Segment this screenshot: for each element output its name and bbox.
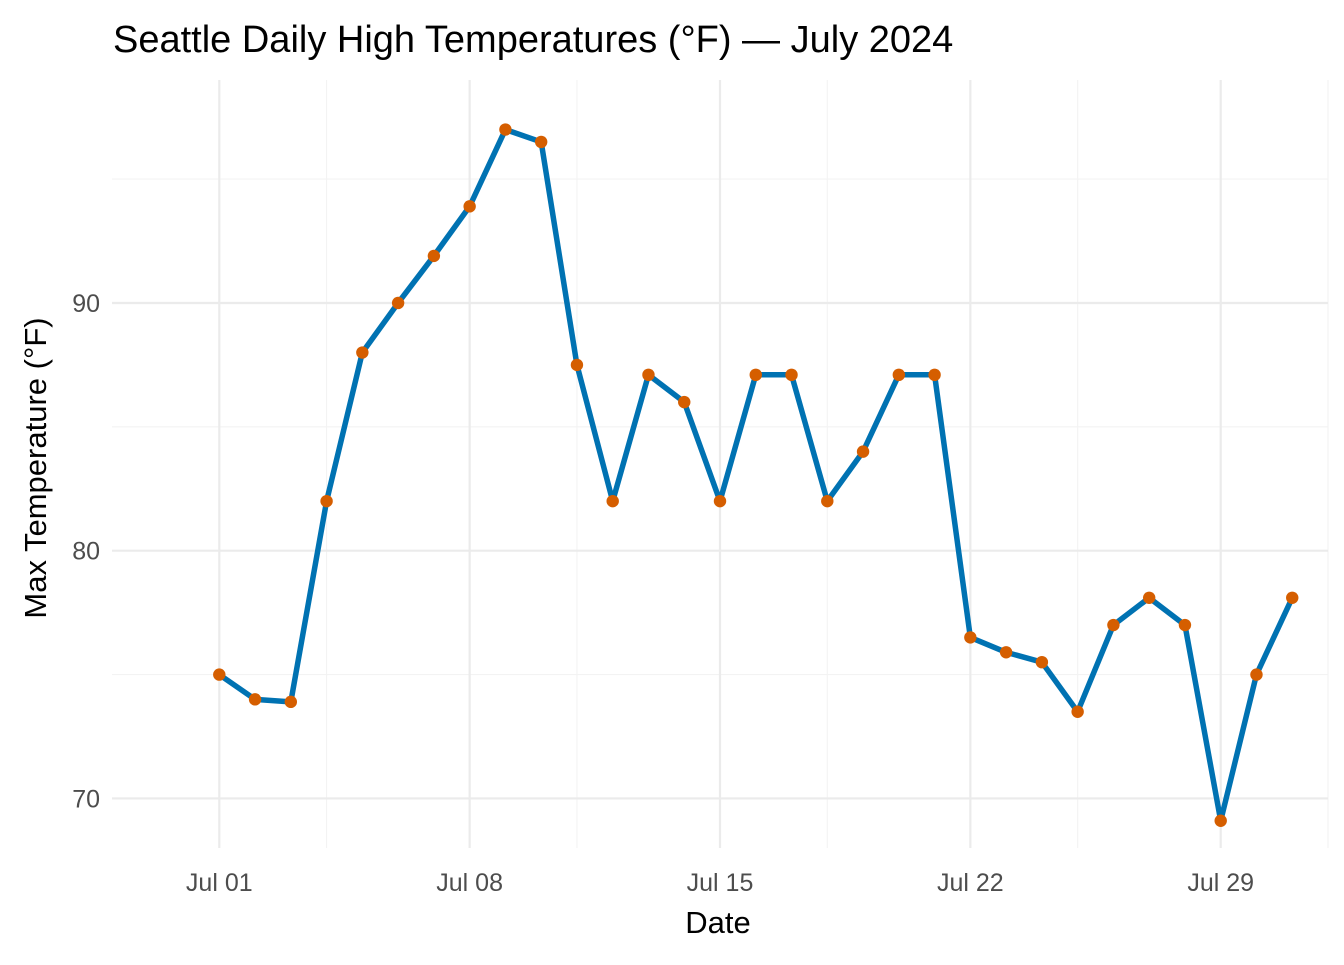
data-point: [1178, 618, 1192, 632]
y-tick-label: 90: [72, 290, 100, 318]
data-point: [570, 358, 584, 372]
x-tick-label: Jul 08: [436, 869, 503, 897]
data-point: [1107, 618, 1120, 632]
data-point: [356, 346, 369, 359]
chart-title: Seattle Daily High Temperatures (°F) — J…: [113, 19, 953, 61]
y-axis-title: Max Temperature (°F): [18, 317, 53, 618]
data-point: [821, 494, 834, 508]
points: [213, 123, 1299, 827]
data-point: [1214, 814, 1227, 827]
axes: 70 80 90 Jul 01 Jul 08 Jul 15 Jul 22 Jul 29: [72, 290, 1254, 897]
data-point: [678, 395, 691, 409]
data-point: [785, 368, 798, 382]
data-point: [964, 631, 977, 644]
x-tick-label: Jul 22: [937, 869, 1004, 897]
data-point: [999, 646, 1013, 659]
data-point: [248, 693, 262, 706]
grid: [112, 80, 1329, 848]
data-point: [892, 368, 906, 382]
y-tick-label: 70: [72, 785, 100, 813]
x-tick-label: Jul 15: [687, 869, 754, 897]
data-point: [320, 494, 333, 508]
data-point: [1142, 591, 1156, 604]
y-tick-label: 80: [72, 538, 100, 566]
x-tick-label: Jul 29: [1187, 869, 1254, 897]
data-point: [856, 445, 870, 458]
data-point: [499, 123, 512, 136]
data-point: [606, 494, 619, 508]
data-point: [534, 135, 548, 149]
data-point: [284, 695, 298, 709]
data-point: [391, 296, 405, 310]
data-point: [928, 368, 941, 382]
data-point: [1035, 655, 1049, 669]
data-point: [213, 668, 226, 681]
data-point: [1286, 591, 1299, 604]
x-tick-label: Jul 01: [186, 869, 253, 897]
data-point: [463, 200, 476, 213]
data-point: [427, 249, 441, 263]
data-point: [1250, 668, 1263, 681]
x-axis-title: Date: [685, 905, 750, 940]
data-point: [642, 368, 655, 382]
data-point: [1071, 705, 1084, 718]
data-point: [749, 368, 762, 382]
data-point: [713, 494, 727, 508]
